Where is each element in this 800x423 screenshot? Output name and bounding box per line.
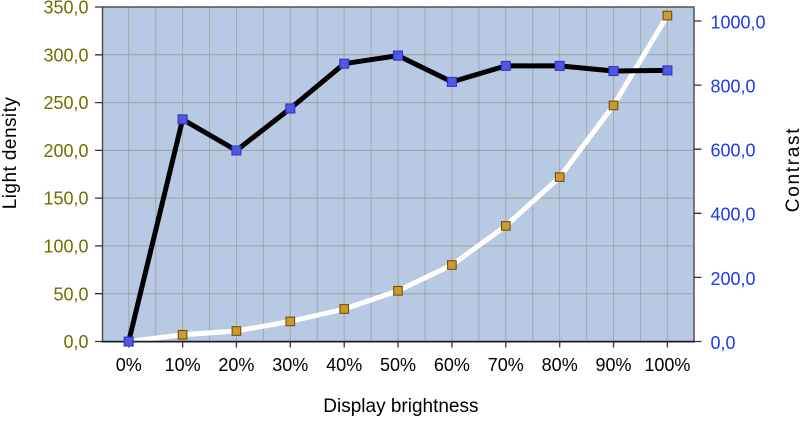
svg-text:100%: 100%	[644, 355, 690, 375]
svg-text:50%: 50%	[380, 355, 416, 375]
svg-text:70%: 70%	[488, 355, 524, 375]
svg-text:100,0: 100,0	[43, 237, 88, 257]
svg-text:300,0: 300,0	[43, 45, 88, 65]
svg-text:350,0: 350,0	[43, 0, 88, 18]
svg-text:Contrast: Contrast	[783, 127, 800, 212]
svg-text:20%: 20%	[218, 355, 254, 375]
svg-text:400,0: 400,0	[711, 205, 756, 225]
svg-text:40%: 40%	[326, 355, 362, 375]
svg-text:600,0: 600,0	[711, 141, 756, 161]
svg-text:50,0: 50,0	[53, 284, 88, 304]
svg-text:200,0: 200,0	[43, 141, 88, 161]
svg-text:1000,0: 1000,0	[711, 12, 766, 32]
svg-text:80%: 80%	[542, 355, 578, 375]
svg-text:800,0: 800,0	[711, 77, 756, 97]
svg-text:60%: 60%	[434, 355, 470, 375]
svg-text:30%: 30%	[272, 355, 308, 375]
svg-text:0%: 0%	[116, 355, 142, 375]
svg-text:0,0: 0,0	[711, 333, 736, 353]
svg-text:250,0: 250,0	[43, 93, 88, 113]
svg-text:200,0: 200,0	[711, 269, 756, 289]
svg-text:90%: 90%	[595, 355, 631, 375]
svg-text:0,0: 0,0	[63, 332, 88, 352]
svg-text:Light density: Light density	[0, 97, 21, 210]
svg-text:150,0: 150,0	[43, 189, 88, 209]
svg-text:10%: 10%	[165, 355, 201, 375]
svg-text:Display brightness: Display brightness	[323, 396, 478, 417]
